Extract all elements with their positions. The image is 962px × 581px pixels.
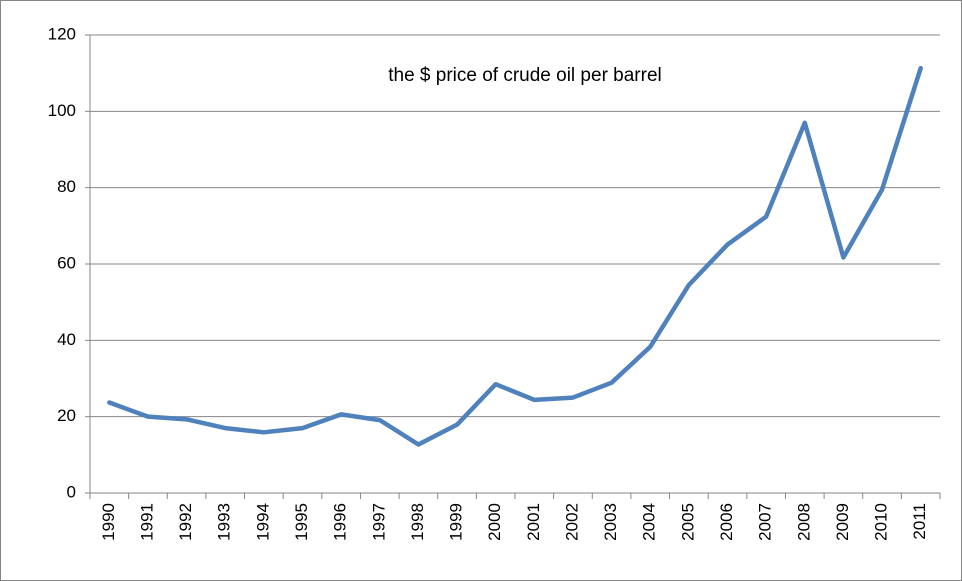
x-tick-label: 2007 — [756, 503, 775, 541]
y-tick-label: 40 — [57, 330, 76, 349]
x-tick-label: 1992 — [176, 503, 195, 541]
x-tick-label: 2006 — [717, 503, 736, 541]
x-tick-label: 2002 — [562, 503, 581, 541]
x-tick-label: 2005 — [678, 503, 697, 541]
x-tick-label: 2003 — [601, 503, 620, 541]
x-tick-label: 2008 — [794, 503, 813, 541]
x-tick-label: 1994 — [253, 503, 272, 541]
x-tick-label: 2011 — [910, 503, 929, 540]
y-tick-label: 20 — [57, 406, 76, 425]
x-tick-label: 1998 — [408, 503, 427, 541]
x-tick-label: 2000 — [485, 503, 504, 541]
y-tick-label: 60 — [57, 253, 76, 272]
x-tick-label: 2009 — [833, 503, 852, 541]
x-tick-label: 1995 — [292, 503, 311, 541]
y-tick-label: 0 — [67, 482, 76, 501]
annotation: the $ price of crude oil per barrel — [388, 65, 662, 86]
x-tick-label: 1999 — [447, 503, 466, 541]
y-tick-label: 120 — [48, 24, 76, 43]
x-tick-label: 1991 — [137, 503, 156, 541]
data-line — [107, 65, 923, 447]
x-tick-label: 1993 — [215, 503, 234, 541]
x-tick-label: 1990 — [99, 503, 118, 541]
y-tick-label: 80 — [57, 177, 76, 196]
x-tick-label: 1996 — [331, 503, 350, 541]
y-tick-label: 100 — [48, 101, 76, 120]
x-tick-label: 2001 — [524, 503, 543, 541]
x-tick-label: 2004 — [640, 503, 659, 541]
x-tick-label: 1997 — [369, 503, 388, 541]
x-tick-label: 2010 — [872, 503, 891, 541]
